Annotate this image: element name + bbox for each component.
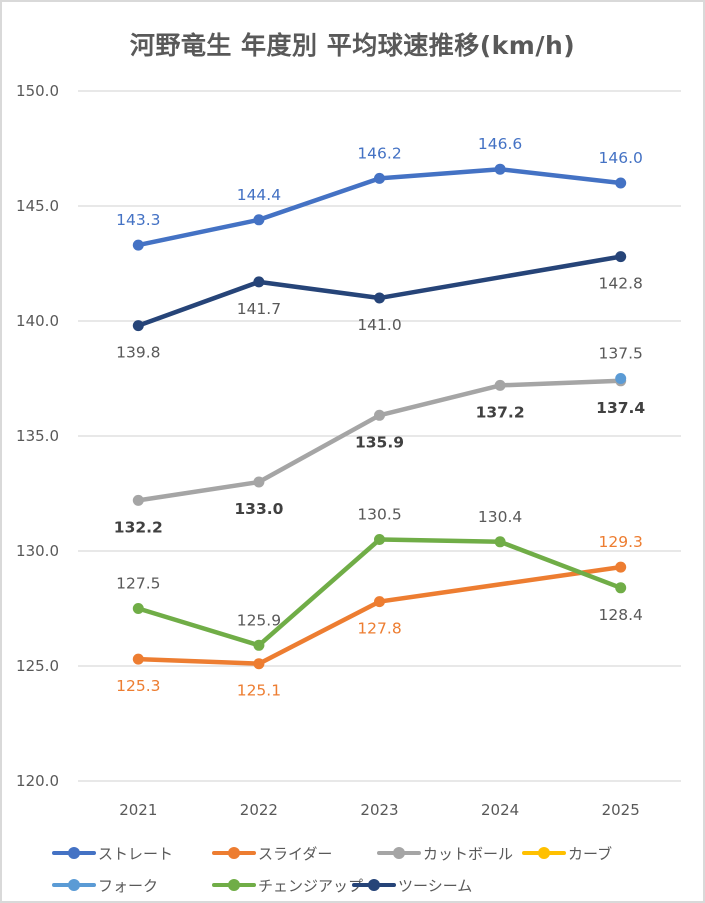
data-label: 144.4 — [237, 186, 281, 204]
data-point — [253, 214, 265, 226]
data-label: 141.7 — [237, 300, 281, 318]
data-label: 125.3 — [116, 677, 160, 695]
data-point — [253, 639, 265, 651]
legend-item: ツーシーム — [352, 870, 472, 900]
y-tick-label: 145.0 — [16, 197, 59, 215]
data-label: 125.1 — [237, 682, 281, 700]
legend-item: スライダー — [212, 838, 332, 868]
data-point — [494, 379, 506, 391]
data-label: 143.3 — [116, 211, 160, 229]
data-label: 146.2 — [357, 144, 401, 162]
data-label: 139.8 — [116, 344, 160, 362]
data-label: 141.0 — [357, 316, 401, 334]
data-point — [615, 251, 627, 263]
data-point — [253, 658, 265, 670]
data-label: 132.2 — [114, 518, 163, 536]
data-label: 133.0 — [234, 500, 283, 518]
data-point — [374, 409, 385, 421]
data-label: 137.5 — [599, 345, 643, 363]
x-tick-label: 2021 — [119, 801, 157, 819]
y-tick-label: 120.0 — [16, 772, 59, 790]
y-tick-label: 150.0 — [16, 82, 59, 100]
data-label: 127.8 — [357, 620, 401, 638]
data-point — [132, 320, 144, 332]
legend-swatch-icon — [212, 847, 256, 859]
data-label: 128.4 — [599, 606, 643, 624]
legend-item: ストレート — [52, 838, 173, 868]
chart-title: 河野竜生 年度別 平均球速推移(km/h) — [129, 31, 576, 60]
data-point — [615, 373, 627, 384]
y-tick-label: 130.0 — [16, 542, 59, 560]
y-tick-label: 125.0 — [16, 657, 59, 675]
legend-swatch-icon — [522, 847, 566, 859]
legend-label: フォーク — [98, 876, 159, 895]
data-point — [615, 582, 627, 594]
legend-swatch-icon — [352, 879, 396, 891]
legend-label: カットボール — [423, 844, 514, 863]
data-label: 135.9 — [355, 433, 404, 451]
legend-swatch-icon — [52, 879, 96, 891]
y-tick-label: 135.0 — [16, 427, 59, 445]
data-point — [132, 239, 144, 251]
data-point — [253, 276, 265, 288]
legend-label: チェンジアップ — [258, 876, 364, 895]
series-line-1 — [136, 564, 623, 666]
data-label: 142.8 — [599, 275, 643, 293]
x-tick-label: 2022 — [240, 801, 278, 819]
data-label: 129.3 — [599, 533, 643, 551]
legend-swatch-icon — [52, 847, 96, 859]
data-point — [374, 292, 385, 304]
data-label: 137.2 — [476, 403, 525, 421]
legend-label: ツーシーム — [398, 876, 473, 895]
data-point — [132, 603, 144, 614]
data-label: 137.4 — [596, 399, 645, 417]
x-tick-label: 2025 — [602, 801, 640, 819]
legend-label: ストレート — [98, 844, 174, 863]
legend-label: スライダー — [258, 844, 333, 863]
legend-item: フォーク — [52, 870, 158, 900]
data-point — [615, 561, 627, 573]
data-point — [615, 177, 627, 189]
legend-label: カーブ — [568, 844, 613, 863]
series-line-6 — [136, 254, 623, 328]
legend-item: カットボール — [377, 838, 513, 868]
data-label: 127.5 — [116, 575, 160, 593]
data-point — [374, 596, 385, 608]
legend-item: カーブ — [522, 838, 612, 868]
data-point — [494, 163, 506, 175]
legend-swatch-icon — [377, 847, 421, 859]
data-label: 146.0 — [599, 149, 643, 167]
x-tick-label: 2023 — [360, 801, 398, 819]
data-point — [374, 534, 385, 545]
legend-item: チェンジアップ — [212, 870, 363, 900]
data-point — [132, 653, 144, 665]
data-point — [253, 476, 265, 488]
data-label: 125.9 — [237, 611, 281, 629]
data-point — [494, 536, 506, 548]
data-label: 130.5 — [357, 506, 401, 524]
y-tick-label: 140.0 — [16, 312, 59, 330]
data-label: 130.4 — [478, 508, 522, 526]
x-tick-label: 2024 — [481, 801, 519, 819]
data-point — [132, 494, 144, 506]
data-point — [374, 172, 385, 184]
legend-swatch-icon — [212, 879, 256, 891]
data-label: 146.6 — [478, 135, 522, 153]
